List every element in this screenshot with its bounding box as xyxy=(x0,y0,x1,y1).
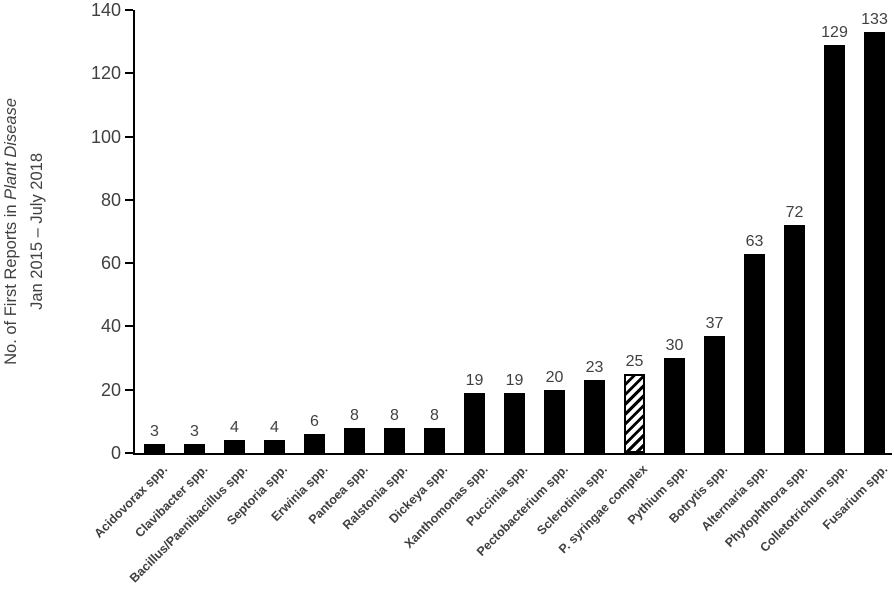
x-axis-category-label: Clavibacter spp. xyxy=(132,462,211,541)
y-axis-tick-mark xyxy=(125,198,133,201)
bar-value-label: 8 xyxy=(350,406,359,424)
y-axis-tick-mark xyxy=(125,325,133,328)
bar xyxy=(184,443,205,453)
bar xyxy=(864,32,885,453)
bar xyxy=(664,358,685,453)
bar xyxy=(744,253,765,453)
y-axis-tick-label: 40 xyxy=(100,316,121,337)
y-axis-tick-mark xyxy=(125,452,133,454)
y-axis-title-line1-italic: Plant Disease xyxy=(2,98,20,200)
x-axis-category-label: Sclerotinia spp. xyxy=(534,462,611,538)
bar-value-label: 8 xyxy=(390,406,399,424)
bar-value-label: 25 xyxy=(625,352,644,370)
y-axis-tick-label: 0 xyxy=(110,443,121,463)
y-axis-title-line1: No. of First Reports in Plant Disease xyxy=(2,98,21,365)
bar xyxy=(464,392,485,453)
bar xyxy=(304,434,325,453)
y-axis-tick-label: 60 xyxy=(100,253,121,274)
bar-value-label: 72 xyxy=(785,204,804,222)
bar xyxy=(624,373,645,453)
bar-value-label: 19 xyxy=(465,371,484,389)
bar-value-label: 8 xyxy=(430,406,439,424)
y-axis-tick-label: 100 xyxy=(90,126,121,147)
y-axis-tick-mark xyxy=(125,72,133,75)
y-axis-title-line1-prefix: No. of First Reports in xyxy=(2,199,20,365)
bar-value-label: 4 xyxy=(270,419,279,437)
bar-value-label: 3 xyxy=(190,422,199,440)
bar-value-label: 4 xyxy=(230,419,239,437)
y-axis-title-line2: Jan 2015 – July 2018 xyxy=(27,153,46,310)
bar-value-label: 133 xyxy=(861,11,888,29)
bar xyxy=(504,392,525,453)
bar xyxy=(704,335,725,453)
y-axis-tick-mark xyxy=(125,262,133,265)
y-axis-title: No. of First Reports in Plant Disease Ja… xyxy=(2,10,47,453)
bar xyxy=(424,427,445,453)
y-axis-tick-label: 20 xyxy=(100,379,121,400)
bar-value-label: 6 xyxy=(310,413,319,431)
bar xyxy=(784,225,805,453)
bar xyxy=(384,427,405,453)
bar-value-label: 3 xyxy=(150,422,159,440)
y-axis-tick-label: 140 xyxy=(90,0,121,20)
bar xyxy=(224,440,245,453)
x-axis-category-label: Acidovorax spp. xyxy=(91,462,171,541)
plot-area: 0 20 40 60 80 100 120 140 3 Acidovorax spp. 3 Clavi… xyxy=(91,0,892,585)
bar xyxy=(544,389,565,453)
bar xyxy=(824,44,845,453)
y-axis-tick-label: 120 xyxy=(90,63,121,84)
bar-value-label: 63 xyxy=(745,232,764,250)
y-axis-tick-mark xyxy=(125,135,133,138)
bar-value-label: 30 xyxy=(665,337,684,355)
bar-value-label: 19 xyxy=(505,371,524,389)
bar-value-label: 129 xyxy=(821,23,848,41)
y-axis-tick-mark xyxy=(125,9,133,11)
y-axis-tick-label: 80 xyxy=(100,189,121,210)
bar-value-label: 20 xyxy=(545,368,564,386)
bar xyxy=(344,427,365,453)
bar-value-label: 23 xyxy=(585,359,604,377)
y-axis-tick-mark xyxy=(125,388,133,391)
bar xyxy=(144,443,165,453)
bar xyxy=(584,380,605,453)
bar-value-label: 37 xyxy=(705,314,724,332)
bar xyxy=(264,440,285,453)
